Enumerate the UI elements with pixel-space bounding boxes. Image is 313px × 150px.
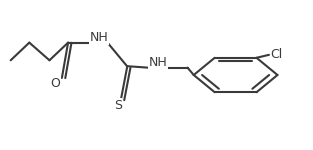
Text: NH: NH <box>149 56 167 69</box>
Text: O: O <box>51 77 61 90</box>
Text: NH: NH <box>90 31 109 44</box>
Text: Cl: Cl <box>270 48 283 61</box>
Text: S: S <box>114 99 122 112</box>
